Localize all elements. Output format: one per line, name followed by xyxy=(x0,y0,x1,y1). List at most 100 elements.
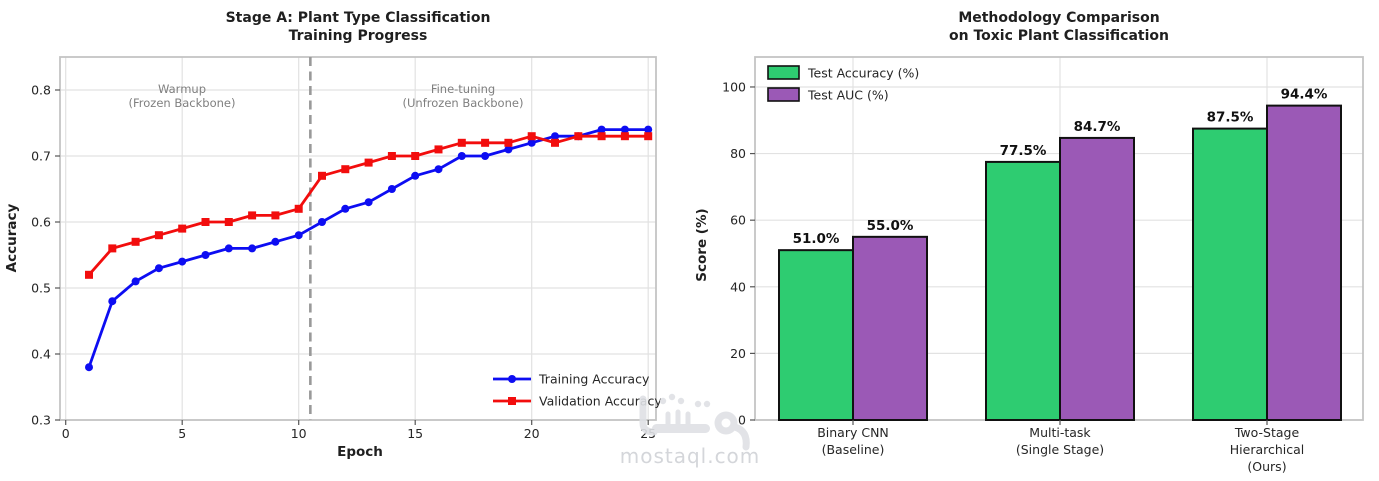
data-point xyxy=(504,138,513,147)
bar-value-label: 51.0% xyxy=(793,231,840,247)
bar-value-label: 55.0% xyxy=(867,218,914,234)
left-chart-title-line1: Stage A: Plant Type Classification xyxy=(226,10,491,26)
data-point xyxy=(457,152,466,160)
y-tick-label: 0.8 xyxy=(31,83,51,98)
finetuning-annotation-line2: (Unfrozen Backbone) xyxy=(403,96,524,110)
x-tick-label: 0 xyxy=(62,426,70,441)
category-label: Multi-task xyxy=(1029,425,1091,440)
watermark: mostaql.com xyxy=(620,393,761,468)
right-chart-legend: Test Accuracy (%) Test AUC (%) xyxy=(767,65,919,103)
test-auc-legend-label: Test AUC (%) xyxy=(807,88,889,103)
data-point xyxy=(551,132,559,141)
x-tick-label: 10 xyxy=(291,426,307,441)
data-point xyxy=(574,132,583,141)
data-point xyxy=(294,204,303,213)
training-accuracy-legend-label: Training Accuracy xyxy=(538,372,650,387)
test-auc-legend-swatch xyxy=(767,87,800,102)
bar xyxy=(852,235,928,421)
training-accuracy-legend-marker-icon xyxy=(508,375,516,383)
x-tick-label: 20 xyxy=(524,426,540,441)
category-label: (Baseline) xyxy=(822,442,885,457)
data-point xyxy=(201,218,210,226)
data-point xyxy=(527,138,536,147)
left-chart-title-line2: Training Progress xyxy=(289,28,428,44)
training-progress-plot-area: 0 5 10 15 20 250.30.40.50.60.70.8 xyxy=(31,56,657,441)
right-chart-title-line1: Methodology Comparison xyxy=(958,10,1159,26)
y-tick-label: 60 xyxy=(730,213,746,228)
bar-value-label: 77.5% xyxy=(1000,143,1047,159)
bar xyxy=(1266,104,1342,422)
data-point xyxy=(154,231,163,240)
data-point xyxy=(504,145,513,154)
data-point xyxy=(597,125,606,134)
finetuning-annotation-line1: Fine-tuning xyxy=(431,82,495,96)
data-point xyxy=(154,264,163,273)
data-point xyxy=(201,251,210,259)
y-tick-label: 100 xyxy=(722,79,746,94)
bar xyxy=(985,160,1061,422)
x-tick-label: 15 xyxy=(407,426,423,441)
data-point xyxy=(364,158,373,167)
methodology-chart: 51.0% 77.5% 87.5% 55.0% 84.7% 94.4% 0 20 40 60 80 1… xyxy=(694,10,1364,474)
data-point xyxy=(224,218,233,226)
data-point xyxy=(318,218,326,226)
data-point xyxy=(387,152,396,160)
y-tick-label: 0.6 xyxy=(31,215,51,230)
warmup-annotation-line2: (Frozen Backbone) xyxy=(129,96,236,110)
category-label: Binary CNN xyxy=(817,425,889,440)
data-point xyxy=(131,237,140,246)
bar xyxy=(1059,136,1135,421)
data-point xyxy=(108,297,117,306)
y-tick-label: 0.7 xyxy=(31,149,51,164)
y-tick-label: 40 xyxy=(730,279,746,294)
bar-value-label: 94.4% xyxy=(1281,87,1328,103)
training-progress-chart: 0 5 10 15 20 250.30.40.50.60.70.8 Stage A: Pl… xyxy=(4,10,662,460)
left-chart-legend: Training Accuracy Validation Accuracy xyxy=(493,372,662,409)
y-tick-label: 0.3 xyxy=(31,413,51,428)
data-point xyxy=(341,165,350,174)
watermark-domain-text: mostaql.com xyxy=(620,444,761,468)
data-point xyxy=(248,211,257,220)
data-point xyxy=(457,138,466,147)
y-tick-label: 0.4 xyxy=(31,347,51,362)
data-point xyxy=(434,165,443,174)
data-point xyxy=(178,257,187,266)
test-accuracy-legend-label: Test Accuracy (%) xyxy=(807,66,919,81)
data-point xyxy=(597,132,606,141)
data-point xyxy=(85,270,93,279)
data-point xyxy=(341,204,350,213)
data-point xyxy=(387,185,396,193)
category-label: Two-Stage xyxy=(1234,425,1300,440)
data-point xyxy=(271,237,280,246)
data-point xyxy=(411,152,420,160)
data-point xyxy=(178,224,187,233)
data-point xyxy=(411,171,420,180)
data-point xyxy=(527,132,536,141)
data-point xyxy=(551,138,559,147)
left-chart-ylabel: Accuracy xyxy=(4,203,20,272)
data-point xyxy=(224,244,233,253)
x-tick-label: 5 xyxy=(178,426,186,441)
methodology-plot-area: 51.0% 77.5% 87.5% 55.0% 84.7% 94.4% 0 20 40 60 80 1… xyxy=(722,56,1364,474)
data-point xyxy=(481,152,490,160)
plot-border xyxy=(59,56,657,421)
right-chart-ylabel: Score (%) xyxy=(694,208,710,281)
category-label: (Ours) xyxy=(1247,459,1286,474)
y-tick-label: 80 xyxy=(730,146,746,161)
data-point xyxy=(271,211,280,220)
right-chart-title-line2: on Toxic Plant Classification xyxy=(949,28,1169,44)
bar xyxy=(1192,127,1268,421)
data-point xyxy=(248,244,257,253)
bar xyxy=(778,249,854,421)
data-point xyxy=(644,132,653,141)
validation-accuracy-legend-marker-icon xyxy=(508,397,516,405)
data-point xyxy=(434,145,443,154)
data-point xyxy=(85,363,93,372)
category-label: (Single Stage) xyxy=(1016,442,1104,457)
category-label: Hierarchical xyxy=(1230,442,1305,457)
data-point xyxy=(481,138,490,147)
data-point xyxy=(131,277,140,286)
y-tick-label: 0.5 xyxy=(31,281,51,296)
